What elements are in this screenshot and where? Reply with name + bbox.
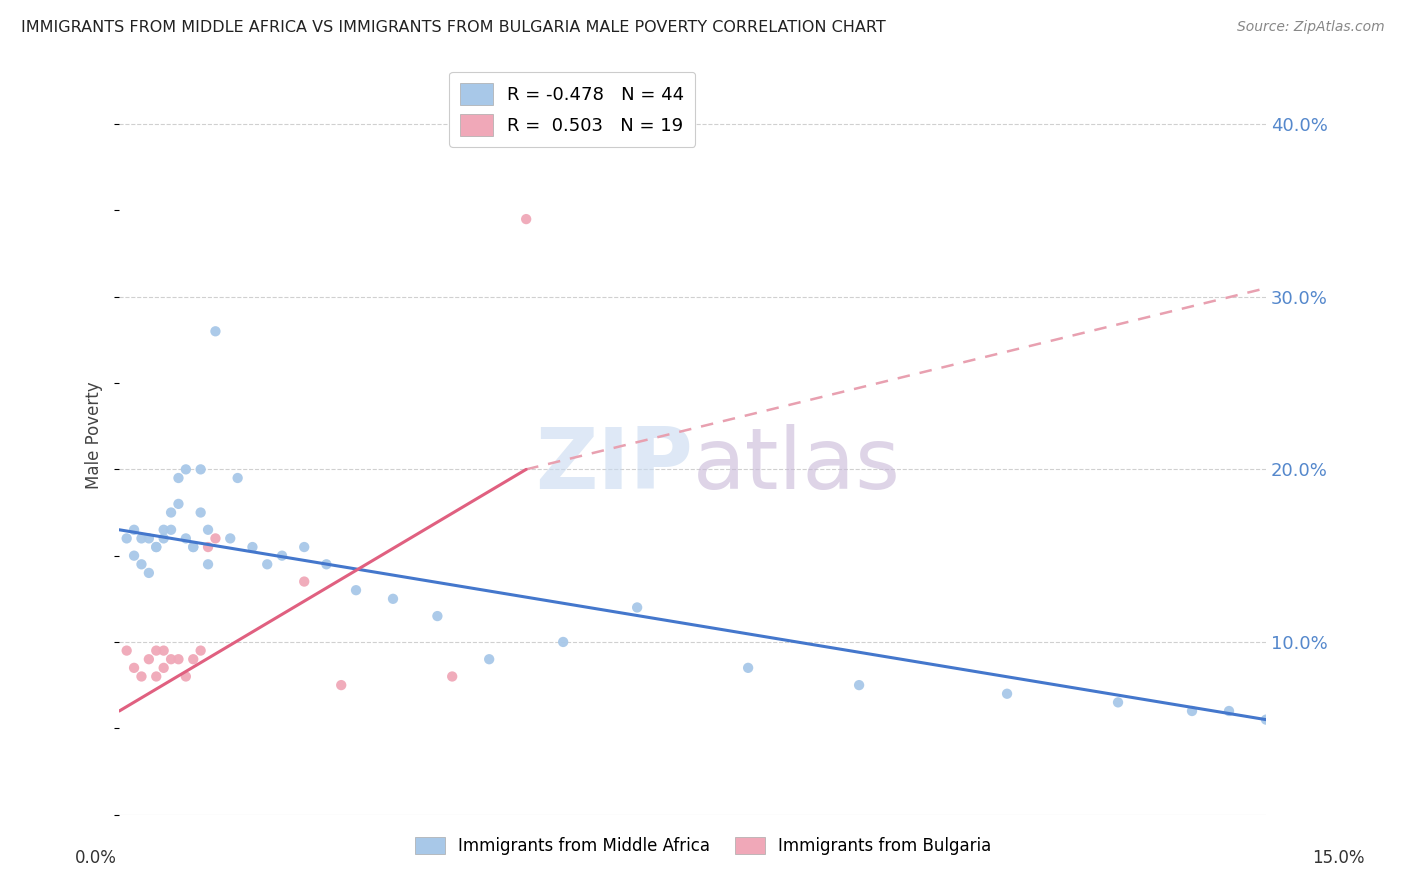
Point <box>131 558 153 572</box>
Point <box>553 635 575 649</box>
Point <box>167 652 190 666</box>
Point <box>344 583 367 598</box>
Point <box>160 652 183 666</box>
Point <box>848 678 870 692</box>
Point <box>174 462 197 476</box>
Point <box>737 661 759 675</box>
Point <box>160 506 183 520</box>
Point <box>441 669 464 683</box>
Legend: Immigrants from Middle Africa, Immigrants from Bulgaria: Immigrants from Middle Africa, Immigrant… <box>408 830 998 862</box>
Point <box>330 678 353 692</box>
Point <box>145 540 167 554</box>
Point <box>1107 695 1129 709</box>
Point <box>382 591 405 606</box>
Point <box>1254 713 1277 727</box>
Point <box>152 532 174 546</box>
Legend: R = -0.478   N = 44, R =  0.503   N = 19: R = -0.478 N = 44, R = 0.503 N = 19 <box>450 71 695 146</box>
Point <box>145 669 167 683</box>
Point <box>271 549 294 563</box>
Point <box>138 566 160 580</box>
Point <box>152 523 174 537</box>
Point <box>626 600 648 615</box>
Point <box>315 558 337 572</box>
Point <box>1181 704 1204 718</box>
Point <box>478 652 501 666</box>
Point <box>995 687 1018 701</box>
Y-axis label: Male Poverty: Male Poverty <box>86 381 103 489</box>
Point <box>152 661 174 675</box>
Point <box>204 324 226 338</box>
Point <box>115 532 138 546</box>
Point <box>197 558 219 572</box>
Point <box>181 540 204 554</box>
Point <box>145 540 167 554</box>
Point <box>197 523 219 537</box>
Point <box>152 643 174 657</box>
Point <box>426 609 449 624</box>
Point <box>174 532 197 546</box>
Point <box>131 532 153 546</box>
Point <box>174 669 197 683</box>
Text: Source: ZipAtlas.com: Source: ZipAtlas.com <box>1237 20 1385 34</box>
Point <box>181 652 204 666</box>
Point <box>138 532 160 546</box>
Point <box>292 540 315 554</box>
Point <box>122 549 145 563</box>
Point <box>204 532 226 546</box>
Point <box>145 643 167 657</box>
Text: 15.0%: 15.0% <box>1312 849 1365 867</box>
Point <box>226 471 249 485</box>
Point <box>190 643 212 657</box>
Text: 0.0%: 0.0% <box>75 849 117 867</box>
Point <box>167 497 190 511</box>
Text: atlas: atlas <box>693 424 901 507</box>
Point <box>160 523 183 537</box>
Point <box>197 540 219 554</box>
Text: IMMIGRANTS FROM MIDDLE AFRICA VS IMMIGRANTS FROM BULGARIA MALE POVERTY CORRELATI: IMMIGRANTS FROM MIDDLE AFRICA VS IMMIGRA… <box>21 20 886 35</box>
Point <box>256 558 278 572</box>
Point <box>242 540 264 554</box>
Point <box>122 661 145 675</box>
Point <box>138 652 160 666</box>
Point <box>122 523 145 537</box>
Text: ZIP: ZIP <box>534 424 693 507</box>
Point <box>181 540 204 554</box>
Point <box>167 471 190 485</box>
Point <box>1218 704 1240 718</box>
Point <box>515 212 537 227</box>
Point <box>190 462 212 476</box>
Point <box>190 506 212 520</box>
Point <box>131 669 153 683</box>
Point <box>219 532 242 546</box>
Point <box>115 643 138 657</box>
Point <box>292 574 315 589</box>
